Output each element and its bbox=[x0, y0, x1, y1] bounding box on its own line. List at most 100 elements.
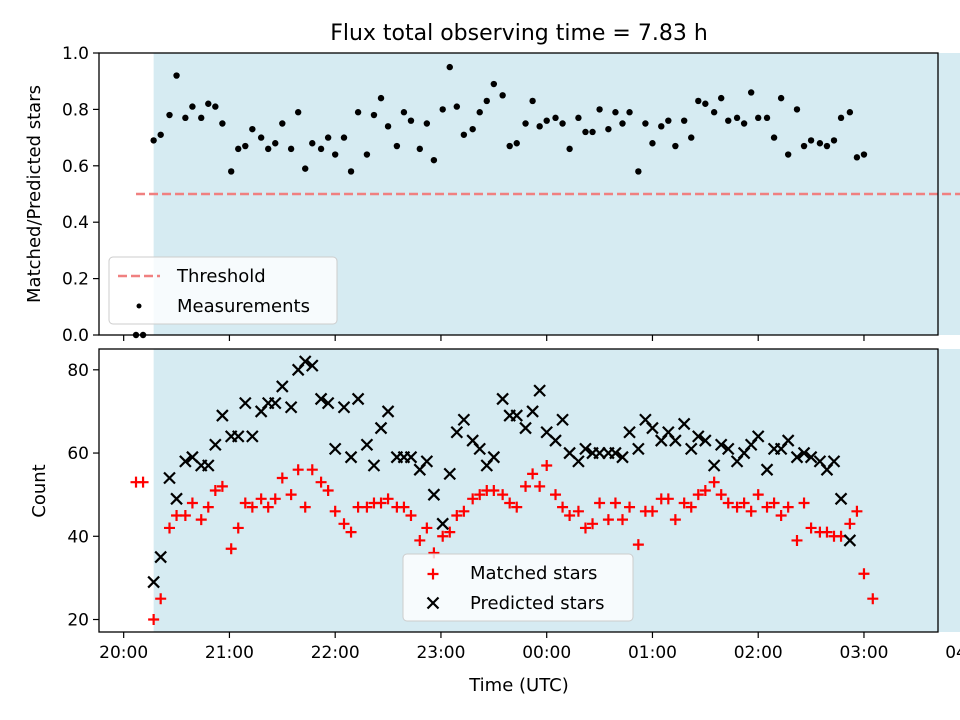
matched-star-point bbox=[345, 526, 357, 538]
measurement-point bbox=[649, 140, 656, 147]
ratio-panel: 0.0 0.2 0.4 0.6 0.8 1.0 Threshold Measurements bbox=[62, 44, 960, 346]
measurement-point bbox=[725, 117, 732, 124]
predicted-star-point bbox=[436, 517, 449, 531]
measurement-point bbox=[476, 109, 483, 116]
measurement-point bbox=[733, 114, 741, 122]
matched-star-point bbox=[646, 505, 658, 517]
predicted-star-point bbox=[147, 575, 160, 589]
predicted-star-point bbox=[519, 421, 532, 435]
predicted-star-point bbox=[699, 434, 712, 447]
predicted-star-point bbox=[443, 467, 457, 481]
predicted-star-point bbox=[760, 463, 774, 476]
predicted-star-point bbox=[496, 392, 509, 406]
measurement-point bbox=[619, 120, 626, 127]
measurement-point bbox=[272, 140, 279, 147]
predicted-star-point bbox=[163, 471, 176, 485]
matched-star-point bbox=[715, 489, 727, 501]
y-axis-label-ratio: Matched/Predicted stars bbox=[24, 85, 45, 303]
matched-star-point bbox=[504, 497, 516, 509]
matched-star-point bbox=[594, 497, 606, 509]
predicted-star-point bbox=[549, 434, 562, 447]
matched-star-point bbox=[202, 501, 214, 513]
matched-star-point bbox=[209, 485, 221, 496]
predicted-star-point bbox=[572, 455, 585, 468]
matched-star-point bbox=[164, 522, 176, 534]
measurement-point bbox=[400, 109, 408, 116]
predicted-star-point bbox=[328, 442, 342, 456]
predicted-star-point bbox=[344, 450, 358, 464]
matched-star-point bbox=[186, 497, 198, 509]
matched-star-point bbox=[534, 480, 546, 492]
measurement-point bbox=[249, 125, 256, 133]
y-axis-label-count: Count bbox=[29, 464, 50, 517]
matched-star-point bbox=[246, 501, 258, 513]
matched-star-point bbox=[382, 493, 394, 505]
matched-star-point bbox=[844, 518, 856, 530]
measurement-point bbox=[227, 168, 235, 175]
predicted-star-point bbox=[632, 442, 645, 456]
predicted-star-point bbox=[556, 413, 569, 427]
count-panel: 20 40 60 80 20:00 21:00 22:00 23:00 00:00 01:00 02… bbox=[67, 348, 960, 663]
matched-star-point bbox=[511, 501, 523, 513]
measurement-point bbox=[150, 137, 157, 144]
measurement-point bbox=[853, 154, 861, 161]
matched-star-point bbox=[155, 593, 167, 605]
measurement-point bbox=[235, 145, 242, 153]
matched-star-point bbox=[867, 593, 879, 605]
matched-star-point bbox=[692, 489, 704, 501]
measurement-point bbox=[529, 97, 536, 105]
predicted-star-point bbox=[526, 405, 539, 418]
measurement-point bbox=[166, 111, 173, 119]
predicted-star-point bbox=[314, 392, 328, 406]
measurement-point bbox=[784, 151, 792, 158]
predicted-star-point bbox=[751, 430, 765, 443]
predicted-star-point bbox=[268, 396, 282, 410]
measurement-point bbox=[642, 120, 649, 127]
measurement-point bbox=[830, 137, 838, 144]
matched-star-point bbox=[564, 509, 576, 521]
measurement-point bbox=[837, 114, 845, 122]
measurement-point bbox=[755, 114, 762, 122]
measurement-point bbox=[205, 100, 212, 107]
measurement-point bbox=[423, 120, 431, 127]
measurement-point bbox=[665, 117, 672, 124]
measurement-point bbox=[793, 106, 801, 113]
legend-measurement-swatch bbox=[136, 303, 142, 309]
measurement-point bbox=[287, 145, 295, 153]
predicted-star-point bbox=[714, 438, 728, 451]
predicted-star-point bbox=[684, 442, 698, 456]
measurement-point bbox=[596, 106, 603, 113]
predicted-star-point bbox=[579, 442, 592, 456]
legend-threshold-label: Threshold bbox=[176, 266, 266, 287]
x-tick-label: 00:00 bbox=[522, 643, 571, 663]
matched-star-point bbox=[858, 568, 870, 580]
measurement-point bbox=[575, 114, 582, 122]
predicted-star-point bbox=[321, 396, 335, 410]
matched-star-point bbox=[195, 514, 207, 526]
measurement-point bbox=[347, 168, 355, 175]
matched-star-point bbox=[338, 518, 350, 530]
predicted-star-point bbox=[804, 450, 818, 464]
predicted-star-point bbox=[170, 492, 183, 506]
matched-star-point bbox=[699, 485, 711, 496]
matched-star-point bbox=[520, 480, 532, 492]
matched-star-point bbox=[414, 534, 426, 546]
matched-star-point bbox=[579, 522, 591, 534]
measurement-point bbox=[702, 100, 709, 107]
measurement-point bbox=[182, 114, 189, 122]
predicted-star-point bbox=[669, 434, 682, 447]
matched-star-point bbox=[322, 485, 334, 496]
measurement-point bbox=[393, 142, 401, 150]
predicted-star-point bbox=[843, 534, 857, 547]
predicted-star-point bbox=[381, 405, 395, 418]
y-tick-label-count: 60 bbox=[67, 444, 89, 464]
measurement-point bbox=[490, 80, 498, 88]
measurement-point bbox=[242, 142, 249, 150]
matched-star-point bbox=[474, 489, 486, 501]
matched-star-point bbox=[398, 501, 410, 513]
matched-star-point bbox=[276, 472, 288, 484]
legend-measurement-label: Measurements bbox=[177, 296, 310, 317]
matched-star-point bbox=[738, 497, 750, 509]
measurement-point bbox=[672, 142, 679, 150]
